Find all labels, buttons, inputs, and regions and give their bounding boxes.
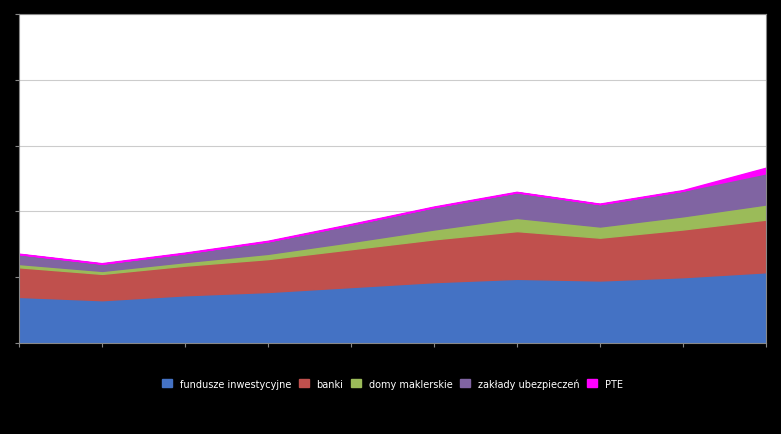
Legend: fundusze inwestycyjne, banki, domy maklerskie, zakłady ubezpieczeń, PTE: fundusze inwestycyjne, banki, domy makle… [159, 374, 626, 392]
